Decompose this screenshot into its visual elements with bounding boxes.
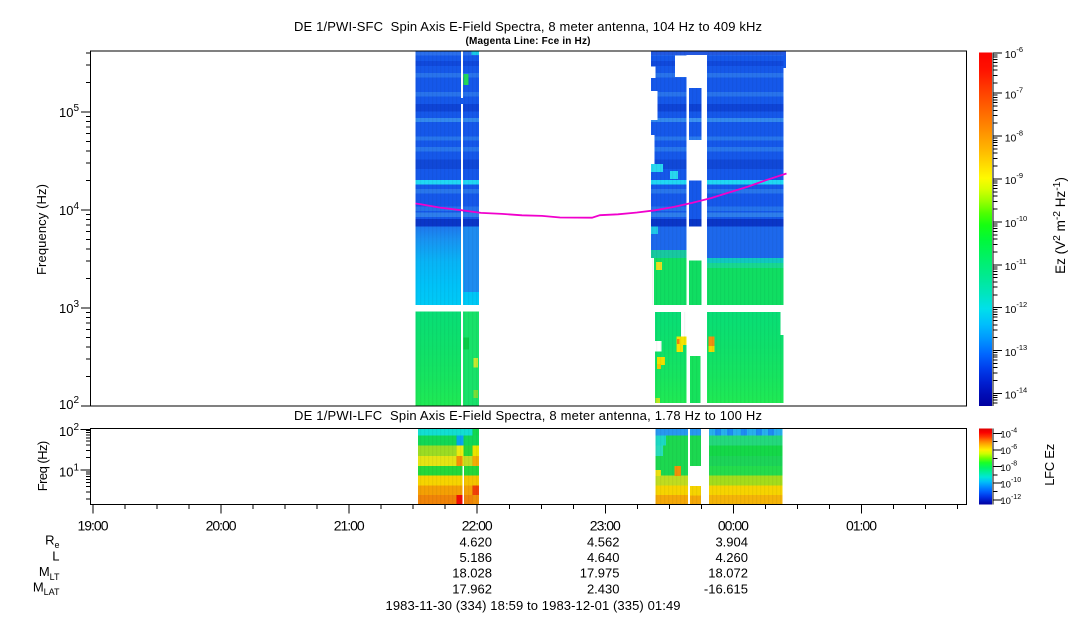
svg-text:LFC Ez: LFC Ez xyxy=(1042,444,1057,486)
svg-text:1983-11-30 (334) 18:59 to 1983: 1983-11-30 (334) 18:59 to 1983-12-01 (33… xyxy=(386,598,681,613)
svg-text:20:00: 20:00 xyxy=(206,517,237,533)
svg-text:19:00: 19:00 xyxy=(78,517,109,533)
svg-text:17.962: 17.962 xyxy=(452,581,492,596)
svg-text:4.620: 4.620 xyxy=(459,534,492,549)
svg-text:4.260: 4.260 xyxy=(715,550,748,565)
svg-text:5.186: 5.186 xyxy=(459,550,492,565)
svg-text:2.430: 2.430 xyxy=(587,581,620,596)
svg-text:DE 1/PWI-LFC Spin Axis E-Fiel: DE 1/PWI-LFC Spin Axis E-Field Spectra, … xyxy=(294,408,762,423)
svg-text:(Magenta Line: Fce in Hz): (Magenta Line: Fce in Hz) xyxy=(466,36,591,47)
svg-text:01:00: 01:00 xyxy=(846,517,877,533)
svg-text:18.072: 18.072 xyxy=(708,566,748,581)
svg-text:22:00: 22:00 xyxy=(462,517,493,533)
svg-text:17.975: 17.975 xyxy=(580,566,620,581)
svg-text:Ez (V2 m-2 Hz-1): Ez (V2 m-2 Hz-1) xyxy=(1052,177,1068,274)
svg-text:00:00: 00:00 xyxy=(718,517,749,533)
svg-text:23:00: 23:00 xyxy=(590,517,621,533)
svg-text:21:00: 21:00 xyxy=(334,517,365,533)
svg-text:18.028: 18.028 xyxy=(452,566,492,581)
svg-text:3.904: 3.904 xyxy=(715,534,748,549)
svg-text:L: L xyxy=(52,549,59,564)
svg-text:DE 1/PWI-SFC Spin Axis E-Fiel: DE 1/PWI-SFC Spin Axis E-Field Spectra, … xyxy=(294,19,762,34)
svg-text:Frequency (Hz): Frequency (Hz) xyxy=(34,184,49,275)
svg-text:4.562: 4.562 xyxy=(587,534,620,549)
svg-text:-16.615: -16.615 xyxy=(704,581,748,596)
svg-text:Freq (Hz): Freq (Hz) xyxy=(35,441,50,492)
svg-text:4.640: 4.640 xyxy=(587,550,620,565)
